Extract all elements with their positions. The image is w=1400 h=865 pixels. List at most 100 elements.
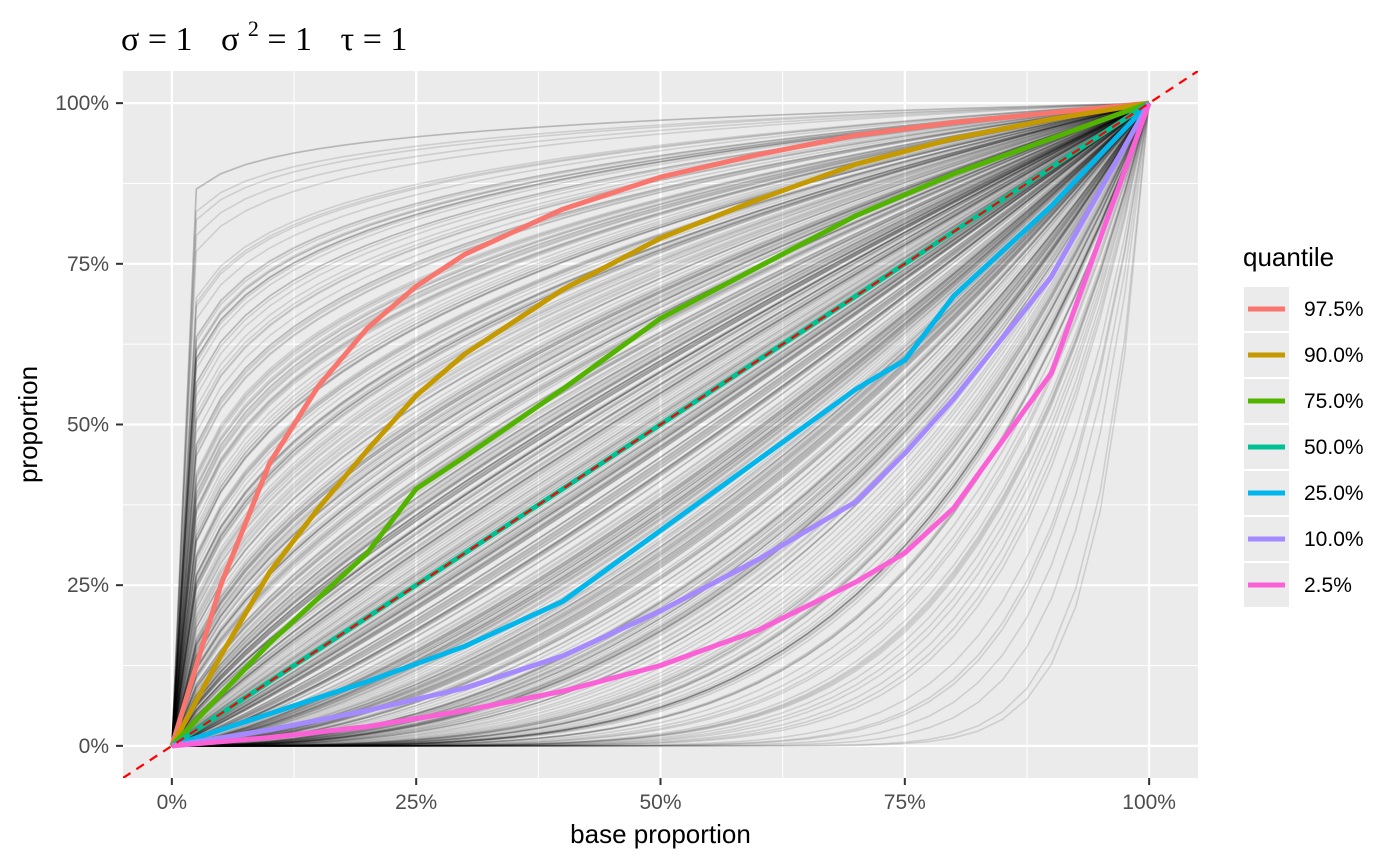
simulated-curve [171,102,1150,747]
simulated-curve [171,102,1150,747]
simulated-curve [171,102,1150,747]
simulated-curve [171,102,1150,746]
simulated-curve [171,102,1150,747]
simulated-curve [171,102,1150,747]
simulated-curve [171,102,1150,747]
simulated-curve [171,102,1150,746]
simulated-curve [171,102,1150,747]
simulated-curve [171,102,1150,747]
simulated-curve [171,102,1150,746]
simulated-curve [171,102,1150,747]
simulated-curve [171,102,1150,747]
simulated-curve [171,102,1150,747]
simulated-curve [171,102,1150,747]
simulated-curve [171,102,1150,747]
simulated-curve [171,102,1150,747]
simulated-curve [171,102,1150,747]
simulated-curve [171,102,1150,747]
simulated-curve [171,102,1150,747]
simulated-curve [171,102,1150,747]
simulated-curve [171,102,1150,747]
simulated-curve [171,102,1150,747]
simulated-curve [171,102,1150,746]
simulated-curve [171,102,1150,746]
plot-area [123,71,1198,778]
simulated-curve [171,102,1150,747]
simulated-curve [171,102,1150,747]
simulated-curve [171,102,1150,747]
legend-label: 50.0% [1304,436,1364,459]
simulated-curve [171,102,1150,747]
simulated-curve [171,102,1150,746]
simulated-curve [171,102,1150,747]
simulated-curve [171,102,1150,747]
simulated-curve [171,102,1150,746]
simulated-curve [171,102,1150,747]
simulated-curve [171,102,1150,747]
simulated-curve [171,102,1150,747]
simulated-curve [171,102,1150,747]
simulated-curve [171,102,1150,747]
simulated-curve [171,102,1150,747]
simulated-curve [171,102,1150,747]
simulated-curve [171,102,1150,747]
simulated-curve [171,102,1150,747]
simulated-curve [171,102,1150,747]
simulated-curve [171,102,1150,747]
legend-label: 10.0% [1304,528,1364,551]
simulated-curve [171,102,1150,747]
simulated-curve [171,102,1150,747]
simulated-curve [171,102,1150,747]
series-line-10.0% [171,101,1152,749]
simulated-curve [171,102,1150,747]
simulated-curve [171,102,1150,747]
title-sigma2-rest: = 1 [267,21,312,58]
simulated-curve [171,102,1150,747]
simulated-curve [171,102,1150,747]
simulated-curve [171,102,1150,747]
simulated-curve [171,102,1150,747]
simulated-curve [171,102,1150,747]
simulated-curve [171,102,1150,747]
simulated-curve [171,102,1150,747]
simulated-curve [171,102,1150,747]
simulated-curve [171,102,1150,747]
simulated-curve [171,102,1150,747]
x-tick-label: 25% [395,791,437,814]
simulated-curve [171,102,1150,747]
simulated-curve [171,102,1150,747]
simulated-curve [171,102,1150,747]
simulated-curve [171,102,1150,747]
simulated-curve [171,102,1150,747]
simulated-curve [171,102,1150,747]
simulated-curve [171,102,1150,747]
simulated-curve [171,102,1150,747]
simulated-curve [171,102,1150,747]
simulated-curve [171,102,1150,746]
simulated-curve [171,102,1150,747]
simulated-curve [171,102,1150,747]
simulated-curve [171,102,1150,747]
simulated-curve [171,102,1150,746]
simulated-curve [171,102,1150,747]
series-line-97.5% [169,100,1150,747]
simulated-curve [171,102,1150,747]
simulated-curve [171,102,1150,747]
x-tick-label: 100% [1122,791,1176,814]
simulated-curve [171,102,1150,746]
simulated-curve [171,102,1150,747]
simulated-curve [171,102,1150,747]
simulated-curve [171,102,1150,747]
series-line-75.0% [170,100,1150,748]
simulated-curve [171,102,1150,747]
simulated-curve [171,102,1150,747]
simulated-curve [171,102,1150,747]
simulated-curve [171,102,1150,747]
simulated-curve [171,102,1150,747]
y-axis-title: proportion [13,366,43,483]
simulated-curve [171,102,1150,747]
simulated-curve [171,102,1150,747]
simulated-curve [171,102,1150,747]
simulated-curve [171,102,1150,746]
